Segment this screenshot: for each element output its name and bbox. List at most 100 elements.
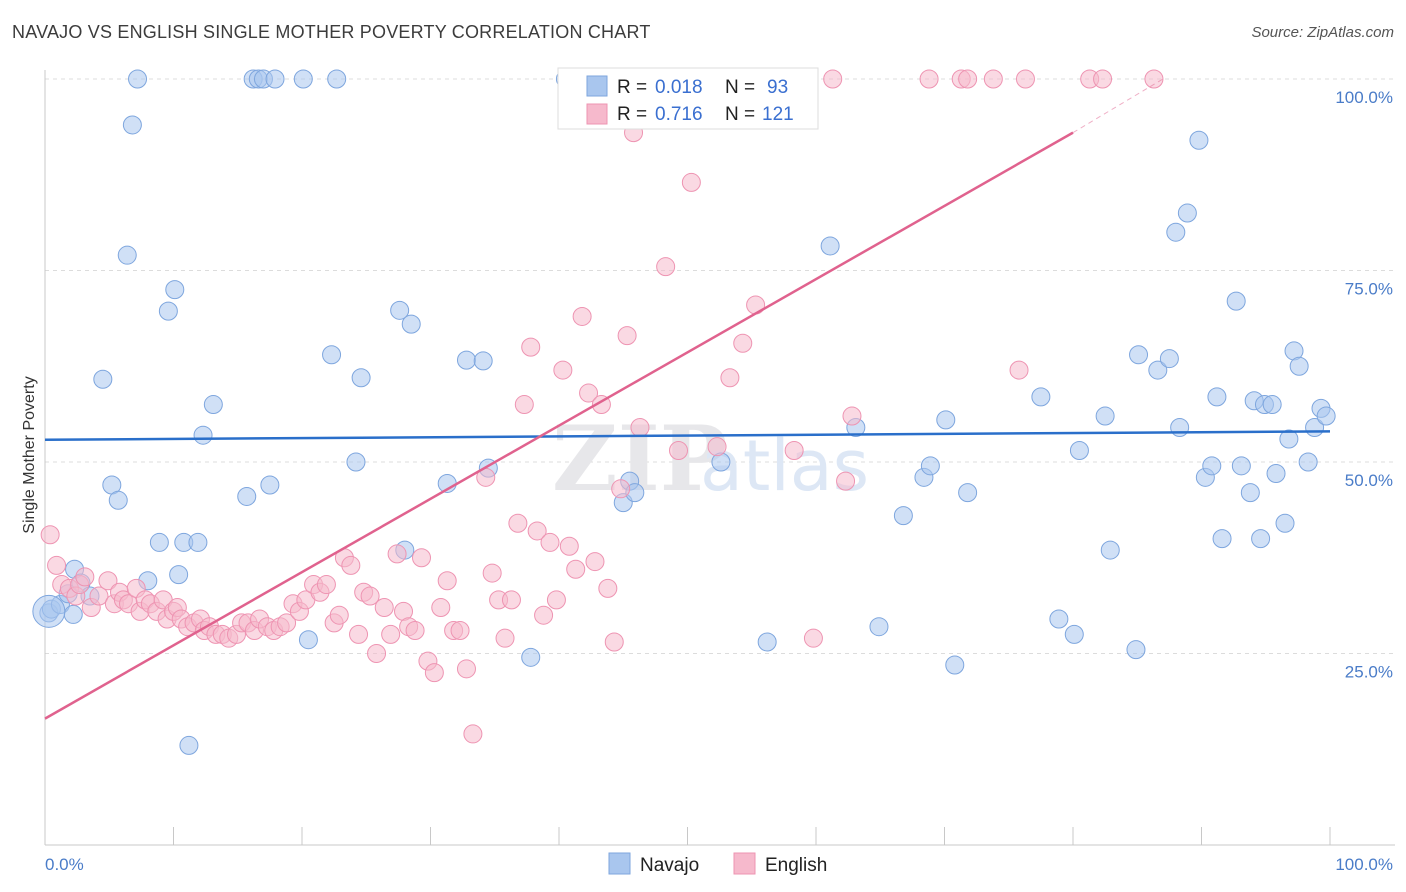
- navajo-point: [1159, 349, 1179, 369]
- english-point: [598, 578, 618, 598]
- legend-n-value-navajo: 93: [767, 77, 788, 98]
- english-point: [803, 628, 823, 648]
- english-point: [40, 525, 60, 545]
- navajo-point: [936, 410, 956, 430]
- navajo-point: [1166, 222, 1186, 242]
- navajo-point: [169, 565, 189, 585]
- english-point: [349, 624, 369, 644]
- navajo-point: [1170, 418, 1190, 438]
- navajo-point: [1231, 456, 1251, 476]
- navajo-point: [1095, 406, 1115, 426]
- english-points: [40, 69, 1164, 744]
- legend-r-label-english: R =: [617, 104, 647, 125]
- navajo-point: [108, 490, 128, 510]
- english-point: [559, 536, 579, 556]
- english-point: [553, 360, 573, 380]
- navajo-point: [346, 452, 366, 472]
- legend-swatch-navajo: [586, 75, 608, 97]
- english-point: [617, 326, 637, 346]
- english-point: [521, 337, 541, 357]
- navajo-point: [1289, 356, 1309, 376]
- navajo-point: [149, 532, 169, 552]
- legend-r-value-english: 0.716: [655, 104, 703, 125]
- navajo-point: [117, 245, 137, 265]
- english-point: [842, 406, 862, 426]
- y-axis-title: Single Mother Poverty: [21, 376, 38, 533]
- english-point: [374, 598, 394, 618]
- navajo-point: [1100, 540, 1120, 560]
- navajo-point: [1148, 360, 1168, 380]
- navajo-point: [165, 280, 185, 300]
- english-point: [424, 663, 444, 683]
- english-point: [405, 621, 425, 641]
- x-tick-label: 0.0%: [45, 855, 84, 874]
- english-point: [527, 521, 547, 541]
- bottom-legend-swatch-navajo: [608, 852, 631, 875]
- english-point: [546, 590, 566, 610]
- navajo-point: [93, 369, 113, 389]
- stats-legend: R = 0.018 N = 93 R = 0.716 N = 121: [557, 67, 819, 130]
- bottom-legend-label-navajo: Navajo: [640, 855, 699, 876]
- legend-r-label-navajo: R =: [617, 77, 647, 98]
- navajo-point: [1069, 441, 1089, 461]
- english-point: [431, 598, 451, 618]
- navajo-point: [1251, 529, 1271, 549]
- navajo-point: [179, 735, 199, 755]
- english-point: [534, 605, 554, 625]
- english-point: [367, 644, 387, 663]
- english-point: [341, 555, 361, 575]
- english-point: [387, 544, 407, 564]
- english-point: [720, 368, 740, 388]
- english-point: [572, 306, 592, 326]
- navajo-point: [128, 69, 148, 89]
- navajo-point: [893, 506, 913, 526]
- navajo-point: [1298, 452, 1318, 472]
- english-point: [360, 586, 380, 606]
- navajo-point: [122, 115, 142, 135]
- legend-swatch-english: [586, 103, 608, 125]
- english-point: [733, 333, 753, 353]
- y-tick-label: 75.0%: [1345, 280, 1393, 299]
- navajo-point: [1226, 291, 1246, 311]
- navajo-point: [203, 395, 223, 415]
- navajo-point-large: [32, 594, 66, 628]
- y-tick-labels: 25.0% 50.0% 75.0% 100.0%: [1335, 88, 1393, 682]
- navajo-point: [298, 630, 318, 650]
- navajo-point: [1126, 640, 1146, 660]
- navajo-point: [265, 69, 285, 89]
- navajo-point: [820, 236, 840, 256]
- english-point: [566, 559, 586, 579]
- english-point: [579, 383, 599, 403]
- series-legend: Navajo English: [608, 852, 827, 876]
- english-point: [1093, 69, 1113, 89]
- navajo-trend-line: [44, 430, 1331, 442]
- x-tick-labels: 0.0% 100.0%: [45, 855, 1393, 874]
- english-point: [919, 69, 939, 89]
- bottom-legend-swatch-english: [733, 852, 756, 875]
- navajo-point: [456, 350, 476, 370]
- english-point: [1015, 69, 1035, 89]
- navajo-point: [1064, 624, 1084, 644]
- english-point: [958, 69, 978, 89]
- navajo-point: [1049, 609, 1069, 629]
- gridlines: [45, 78, 1395, 654]
- chart-title: NAVAJO VS ENGLISH SINGLE MOTHER POVERTY …: [12, 22, 651, 42]
- navajo-point: [920, 456, 940, 476]
- english-point: [501, 590, 521, 610]
- navajo-point: [1202, 456, 1222, 476]
- navajo-point: [1177, 203, 1197, 223]
- navajo-point: [158, 301, 178, 321]
- english-point: [463, 724, 483, 744]
- y-tick-label: 25.0%: [1345, 663, 1393, 682]
- english-point: [983, 69, 1003, 89]
- english-point: [329, 605, 349, 625]
- english-point: [669, 441, 689, 461]
- english-point: [823, 69, 843, 89]
- navajo-point: [1240, 483, 1260, 503]
- english-point: [277, 613, 297, 633]
- axes: [44, 70, 1395, 846]
- navajo-point: [1207, 387, 1227, 407]
- navajo-point: [1129, 345, 1149, 365]
- y-tick-label: 100.0%: [1335, 88, 1393, 107]
- navajo-point: [193, 425, 213, 445]
